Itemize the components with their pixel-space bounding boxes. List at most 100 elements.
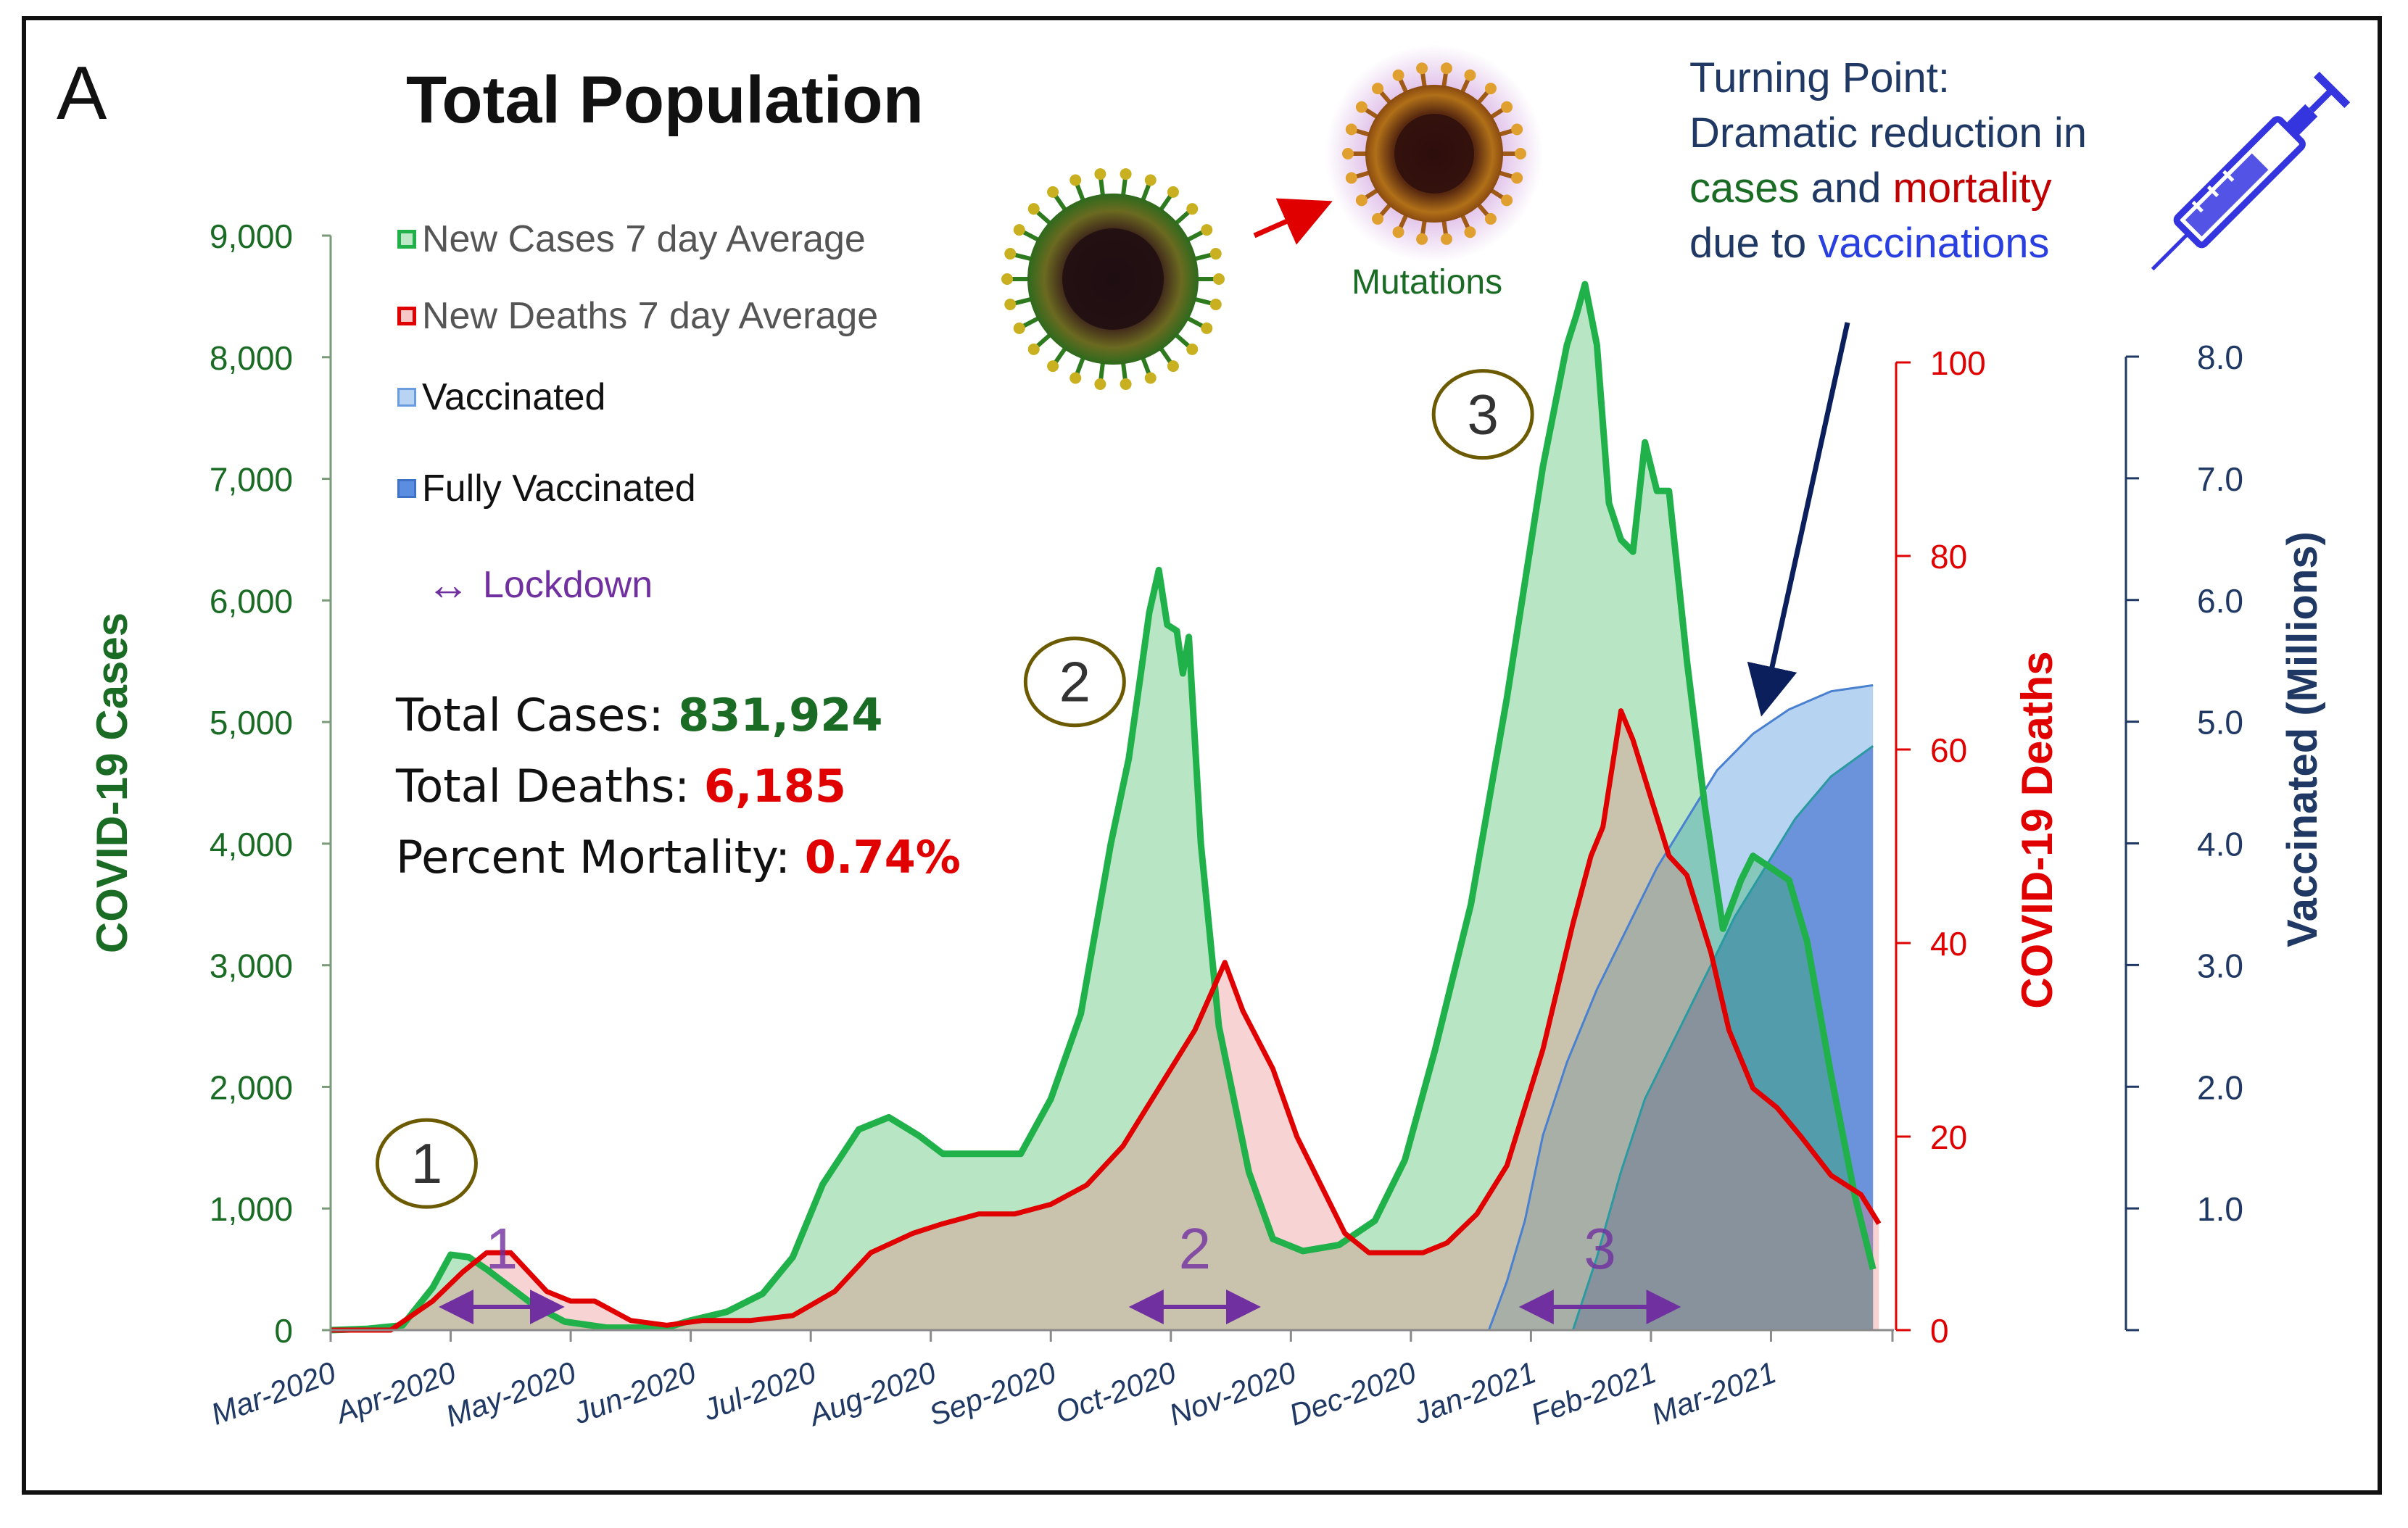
virus-spike-tip xyxy=(1392,226,1404,238)
x-tick-label: Oct-2020 xyxy=(1051,1355,1180,1429)
mutation-arrow xyxy=(1253,198,1333,245)
virus-spike-tip xyxy=(1167,360,1179,373)
vaccinated-axis-title: Vaccinated (Millions) xyxy=(2279,531,2326,947)
vaccinated-tick-label: 1.0 xyxy=(2197,1190,2243,1228)
virus-spike-tip xyxy=(1027,343,1040,355)
x-tick-label: Mar-2020 xyxy=(207,1355,341,1432)
deaths-line xyxy=(331,708,1882,1333)
vaccinated-tick-label: 7.0 xyxy=(2197,460,2243,498)
x-tick-label: Sep-2020 xyxy=(924,1355,1061,1432)
legend-swatch xyxy=(397,479,416,498)
panel-letter: A xyxy=(57,51,107,136)
deaths-tick-label: 40 xyxy=(1930,925,1967,963)
x-tick-label: Nov-2020 xyxy=(1164,1355,1301,1432)
virus-spike-tip xyxy=(1069,372,1082,384)
x-tick-label: Aug-2020 xyxy=(803,1355,941,1433)
cases-tick-label: 1,000 xyxy=(210,1190,293,1228)
legend-label: Fully Vaccinated xyxy=(422,468,696,510)
virus-spike-tip xyxy=(1440,62,1452,75)
legend-label: New Deaths 7 day Average xyxy=(422,295,879,337)
legend-swatch xyxy=(397,230,416,249)
legend-label: Vaccinated xyxy=(422,376,606,418)
virus-spike-tip xyxy=(1511,123,1523,136)
wave-label: 3 xyxy=(1467,383,1498,447)
chart-title: Total Population xyxy=(406,63,924,137)
deaths-tick-label: 60 xyxy=(1930,731,1967,769)
wave-layer: 1 2 3 xyxy=(375,369,1534,1209)
virus-spike-tip xyxy=(1209,298,1222,310)
cases-axis-title: COVID-19 Cases xyxy=(88,613,136,953)
fully-vaccinated-area xyxy=(1573,746,1874,1330)
annotation-line: due to vaccinations xyxy=(1689,216,2087,271)
virus-spike-tip xyxy=(1201,322,1213,334)
cases-tick-label: 7,000 xyxy=(210,461,293,499)
virus-spike-tip xyxy=(1186,203,1199,215)
figure-frame xyxy=(22,16,2382,1495)
stat-total-cases: Total Cases: 831,924 xyxy=(396,689,961,760)
vaccinated-tick-label: 3.0 xyxy=(2197,947,2243,984)
x-tick-label: May-2020 xyxy=(442,1355,581,1433)
virus-spike-tip xyxy=(1484,212,1497,225)
virus-spike-tip xyxy=(1355,194,1368,207)
virus-spike-tip xyxy=(1416,62,1428,75)
virus-spike-tip xyxy=(1392,69,1404,81)
vaccinated-tick-label: 6.0 xyxy=(2197,582,2243,620)
virus-spike-tip xyxy=(1144,372,1157,384)
stat-label: Total Cases: xyxy=(396,689,679,742)
virus-spike-tip xyxy=(1013,224,1025,236)
deaths-axis-title: COVID-19 Deaths xyxy=(2013,651,2061,1008)
vaccinated-tick-label: 4.0 xyxy=(2197,826,2243,863)
virus-spike-tip xyxy=(1094,378,1106,390)
cases-tick-label: 9,000 xyxy=(210,217,293,255)
lockdown-layer: 1 2 3 xyxy=(438,1216,1681,1324)
cases-tick-label: 4,000 xyxy=(210,826,293,863)
virus-spike-tip xyxy=(1004,248,1017,260)
virus-spike-tip xyxy=(1186,343,1199,355)
virus-spike-tip xyxy=(1355,101,1368,113)
virus-icon xyxy=(1001,168,1225,390)
annotation-vaccinations: vaccinations xyxy=(1818,220,2050,267)
x-tick-label: Jan-2021 xyxy=(1409,1355,1541,1430)
virus-spike-tip xyxy=(1345,123,1357,136)
summary-stats: Total Cases: 831,924 Total Deaths: 6,185… xyxy=(396,689,961,902)
legend-swatch xyxy=(397,388,416,407)
annotation-due-to: due to xyxy=(1689,220,1819,267)
stat-percent-mortality: Percent Mortality: 0.74% xyxy=(396,831,961,902)
virus-spike-tip xyxy=(1464,226,1476,238)
mutated-virus-icon xyxy=(1325,45,1543,262)
cases-tick-label: 2,000 xyxy=(210,1068,293,1106)
annotation-line: Dramatic reduction in xyxy=(1689,109,2087,157)
cases-tick-label: 3,000 xyxy=(210,947,293,985)
x-tick-label: Feb-2021 xyxy=(1526,1355,1660,1432)
virus-spike-tip xyxy=(1345,172,1357,184)
virus-spike-tip xyxy=(1484,83,1497,95)
virus-spike-tip xyxy=(1372,83,1384,95)
legend-item-lockdown: ↔ Lockdown xyxy=(426,560,653,610)
deaths-tick-label: 100 xyxy=(1930,344,1986,382)
stat-total-deaths: Total Deaths: 6,185 xyxy=(396,760,961,831)
syringe-icon xyxy=(2151,71,2351,271)
virus-spike-tip xyxy=(1416,233,1428,245)
virus-spike-tip xyxy=(1027,203,1040,215)
x-tick-label: Jun-2020 xyxy=(568,1355,700,1431)
cases-tick-label: 0 xyxy=(274,1312,293,1350)
virus-spike-tip xyxy=(1013,322,1025,334)
legend-swatch xyxy=(397,307,416,325)
virus-spike-tip xyxy=(1047,186,1059,198)
virus-spike-tip xyxy=(1511,172,1523,184)
annotation-mortality: mortality xyxy=(1892,165,2052,212)
virus-spike-tip xyxy=(1001,273,1013,285)
mutations-label: Mutations xyxy=(1352,263,1503,302)
cases-area xyxy=(331,284,1874,1331)
deaths-tick-label: 20 xyxy=(1930,1118,1967,1156)
wave-label: 2 xyxy=(1059,650,1091,714)
wave-label: 1 xyxy=(411,1132,442,1195)
vaccinated-tick-label: 5.0 xyxy=(2197,704,2243,742)
deaths-tick-label: 0 xyxy=(1930,1312,1949,1350)
deaths-tick-label: 80 xyxy=(1930,538,1967,576)
virus-spike-tip xyxy=(1094,168,1106,180)
virus-spike-tip xyxy=(1372,212,1384,225)
annotation-cases: cases xyxy=(1689,165,1800,212)
virus-spike-tip xyxy=(1047,360,1059,373)
virus-spike-tip xyxy=(1342,148,1354,159)
